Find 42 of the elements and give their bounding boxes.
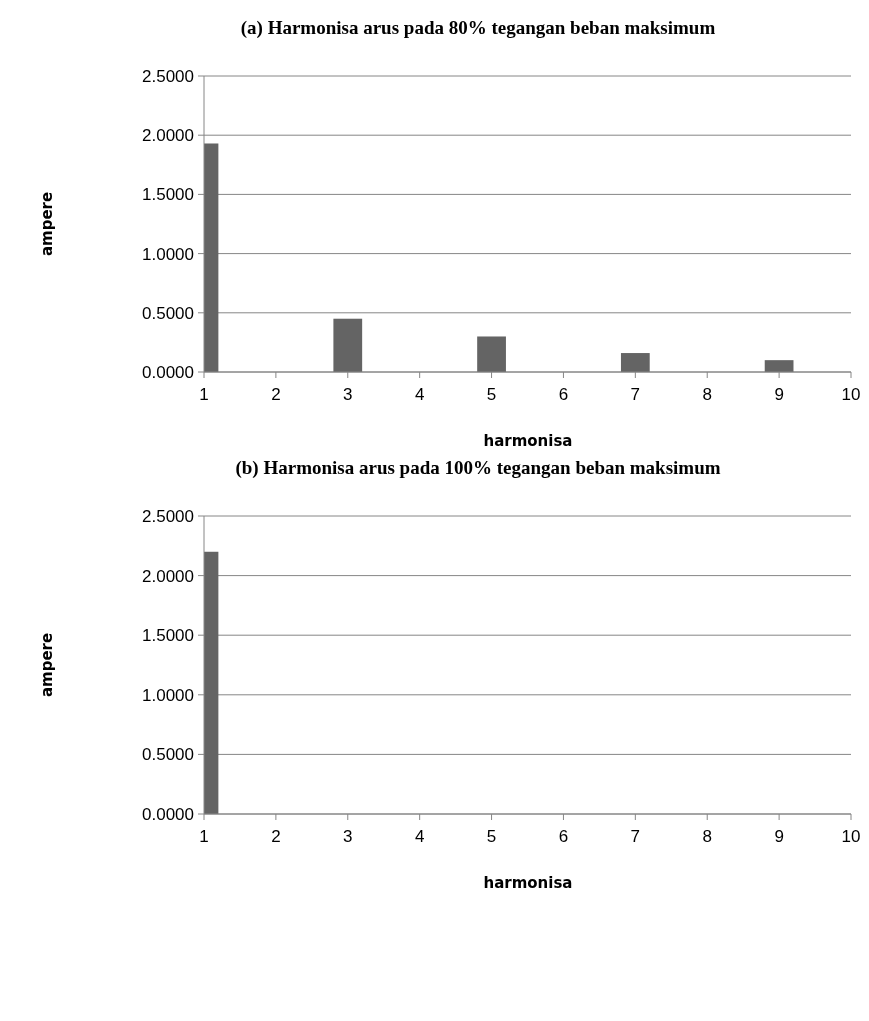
x-tick-label: 2	[271, 827, 281, 846]
x-tick-label: 5	[486, 827, 497, 846]
x-tick-label: 10	[841, 827, 861, 846]
y-axis-title: ampere	[38, 191, 56, 257]
x-tick-label: 7	[630, 385, 641, 404]
x-tick-label: 3	[343, 827, 353, 846]
bar	[764, 360, 794, 372]
chart-title: (a) Harmonisa arus pada 80% tegangan beban maksimum	[240, 17, 716, 39]
y-tick-label: 0.5000	[142, 303, 194, 323]
bar	[333, 318, 363, 372]
x-tick-label: 1	[199, 385, 209, 404]
y-tick-label: 2.5000	[142, 506, 194, 526]
y-tick-label: 2.5000	[142, 66, 194, 86]
x-tick-label: 9	[774, 385, 784, 404]
x-tick-label: 9	[774, 827, 784, 846]
x-tick-label: 4	[414, 385, 425, 404]
y-tick-label: 1.5000	[142, 185, 194, 205]
y-tick-label: 1.0000	[142, 685, 194, 705]
x-tick-label: 7	[630, 827, 641, 846]
x-tick-label: 6	[558, 385, 569, 404]
x-tick-label: 2	[271, 385, 281, 404]
y-tick-label: 2.0000	[142, 566, 194, 586]
x-tick-label: 6	[558, 827, 569, 846]
y-tick-label: 1.0000	[142, 244, 194, 264]
x-tick-label: 4	[414, 827, 425, 846]
bar	[477, 336, 506, 372]
x-tick-label: 10	[841, 385, 861, 404]
chart-title: (b) Harmonisa arus pada 100% tegangan beban maksimum	[235, 457, 721, 479]
x-tick-label: 1	[199, 827, 209, 846]
y-tick-label: 2.0000	[142, 126, 194, 146]
x-axis-title: harmonisa	[483, 432, 573, 450]
y-tick-label: 0.0000	[142, 362, 194, 382]
x-tick-label: 8	[702, 827, 712, 846]
x-tick-label: 3	[343, 385, 353, 404]
y-tick-label: 0.0000	[142, 804, 194, 824]
x-axis-title: harmonisa	[483, 874, 573, 892]
y-tick-label: 1.5000	[142, 626, 194, 646]
bar	[620, 353, 650, 372]
y-tick-label: 0.5000	[142, 745, 194, 765]
x-tick-label: 8	[702, 385, 712, 404]
y-axis-title: ampere	[38, 632, 56, 698]
x-tick-label: 5	[486, 385, 497, 404]
